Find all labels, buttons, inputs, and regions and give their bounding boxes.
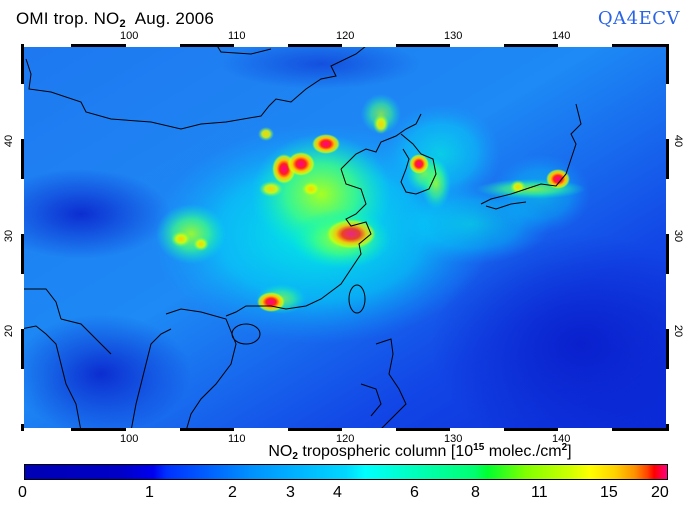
lon-tick-bottom: 130 [444,433,463,445]
unit-text: ] [567,443,572,460]
hotspot-hebei [287,152,315,176]
colorbar-tick: 3 [286,484,295,501]
lon-tick-bottom: 140 [552,433,571,445]
lat-tick-left: 20 [3,324,16,338]
map-title: OMI trop. NO2 Aug. 2006 [16,9,214,30]
lon-tick-top: 130 [444,30,463,42]
unit-text: molec./cm [484,443,562,460]
title-text: OMI trop. NO [16,9,120,28]
axis-frame-bars [21,44,669,431]
colorbar-tick: 1 [145,484,154,501]
lat-tick-left: 30 [3,229,16,243]
colorbar-tick: 2 [228,484,237,501]
hotspot-shanghai [326,219,376,249]
lat-tick-left: 40 [3,134,16,148]
lon-tick-bottom: 100 [120,433,139,445]
colorbar-tick: 15 [600,484,618,501]
colorbar-tick: 8 [471,484,480,501]
lat-tick-right: 40 [672,134,685,148]
colorbar-tick: 0 [18,484,27,501]
hotspot-beijing [312,134,340,154]
colorbar-tick: 20 [651,484,669,501]
brand-logo: QA4ECV [597,8,680,29]
unit-sup: 15 [473,442,485,453]
unit-sub: 2 [292,451,298,462]
no2-map [0,39,692,454]
lat-tick-right: 30 [672,229,685,243]
lon-tick-top: 120 [336,30,355,42]
hotspot-tokyo [546,169,570,189]
lon-tick-top: 110 [228,30,246,42]
colorbar-tick: 4 [333,484,342,501]
unit-sup: 2 [561,442,568,453]
unit-text: tropospheric column [10 [297,443,474,460]
colorbar-tick: 6 [410,484,419,501]
lon-tick-bottom: 120 [336,433,355,445]
title-date: Aug. 2006 [125,9,215,28]
title-subscript: 2 [119,18,126,30]
hotspot-seoul [409,154,429,174]
lon-tick-top: 100 [120,30,139,42]
lon-tick-bottom: 110 [228,433,246,445]
hotspot-pearl-river [257,292,285,312]
lon-tick-top: 140 [552,30,571,42]
colorbar-title: NO2 tropospheric column [1015 molec./cm2… [170,442,670,462]
colorbar [24,464,668,480]
lat-tick-right: 20 [672,324,685,338]
coastlines [20,43,582,432]
colorbar-tick: 11 [531,484,548,501]
unit-text: NO [268,443,293,460]
